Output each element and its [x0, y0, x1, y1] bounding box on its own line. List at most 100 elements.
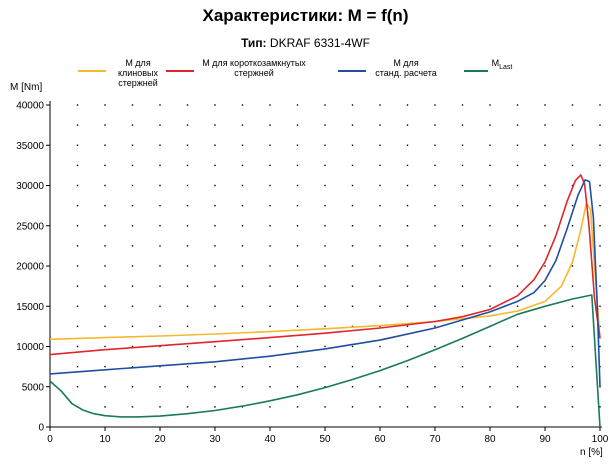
y-tick-label: 5000: [22, 382, 45, 393]
grid-dot: [544, 124, 546, 126]
grid-dot: [461, 144, 464, 146]
grid-dot: [516, 225, 519, 227]
grid-dot: [351, 245, 354, 247]
grid-dot: [104, 184, 106, 187]
grid-dot: [406, 184, 409, 187]
grid-dot: [351, 386, 354, 388]
grid-dot: [516, 104, 519, 106]
grid-dot: [186, 104, 189, 106]
grid-dot: [269, 225, 271, 227]
x-tick-label: 0: [47, 434, 53, 445]
grid-dot: [406, 164, 409, 167]
grid-dot: [599, 265, 601, 267]
grid-dot: [296, 265, 299, 267]
grid-dot: [489, 144, 491, 146]
grid-dot: [186, 305, 189, 307]
grid-dot: [571, 386, 574, 388]
grid-dot: [434, 406, 436, 408]
grid-dot: [406, 325, 409, 328]
grid-dot: [214, 365, 216, 368]
grid-dot: [324, 144, 326, 146]
grid-dot: [516, 325, 519, 328]
grid-dot: [159, 204, 161, 207]
grid-dot: [489, 245, 491, 247]
grid-dot: [76, 124, 79, 126]
grid-dot: [461, 104, 464, 106]
grid-dot: [131, 406, 134, 408]
grid-dot: [461, 184, 464, 187]
grid-dot: [241, 265, 244, 267]
grid-dot: [241, 204, 244, 207]
grid-dot: [104, 365, 106, 368]
grid-dot: [434, 104, 436, 106]
grid-dot: [76, 285, 79, 287]
legend-label-standard: M для станд. расчета: [366, 58, 446, 78]
grid-dot: [544, 184, 546, 187]
legend-swatch-shortcircuit: [166, 70, 194, 72]
grid-dot: [516, 305, 519, 307]
grid-dot: [599, 124, 601, 126]
grid-dot: [351, 104, 354, 106]
grid-dot: [379, 265, 381, 267]
grid-dot: [269, 406, 271, 408]
grid-dot: [489, 386, 491, 388]
chart-subtitle-label: Тип:: [241, 36, 267, 50]
grid-dot: [186, 124, 189, 126]
grid-dot: [434, 265, 436, 267]
x-tick-label: 100: [592, 434, 609, 445]
grid-dot: [214, 184, 216, 187]
grid-dot: [324, 406, 326, 408]
grid-dot: [461, 124, 464, 126]
legend-label-wedge-line1: M для: [125, 58, 151, 68]
grid-dot: [599, 104, 601, 106]
grid-dot: [489, 225, 491, 227]
grid-dot: [296, 345, 299, 348]
grid-dot: [296, 245, 299, 247]
grid-dot: [599, 325, 601, 328]
grid-dot: [296, 285, 299, 287]
grid-dot: [461, 265, 464, 267]
grid-dot: [241, 285, 244, 287]
grid-dot: [269, 184, 271, 187]
series-line-3: [49, 294, 601, 428]
grid-dot: [296, 325, 299, 328]
grid-dot: [76, 325, 79, 328]
grid-dot: [76, 365, 79, 368]
grid-dot: [516, 164, 519, 167]
grid-dot: [131, 265, 134, 267]
grid-dot: [351, 265, 354, 267]
grid-dot: [351, 365, 354, 368]
grid-dot: [544, 164, 546, 167]
y-tick-label: 15000: [16, 302, 44, 313]
grid-dot: [461, 204, 464, 207]
grid-dot: [76, 104, 79, 106]
grid-dot: [159, 164, 161, 167]
grid-dot: [324, 305, 326, 307]
grid-dot: [434, 305, 436, 307]
grid-dot: [599, 184, 601, 187]
grid-dot: [406, 305, 409, 307]
grid-dot: [324, 265, 326, 267]
grid-dot: [186, 144, 189, 146]
grid-dot: [599, 164, 601, 167]
legend-label-standard-line2: станд. расчета: [375, 68, 437, 78]
grid-dot: [489, 305, 491, 307]
grid-dot: [544, 345, 546, 348]
grid-dot: [571, 184, 574, 187]
grid-dot: [599, 345, 601, 348]
y-tick-label: 25000: [16, 221, 44, 232]
series-line-0: [49, 202, 601, 341]
grid-dot: [571, 225, 574, 227]
grid-dot: [599, 144, 601, 146]
grid-dot: [434, 204, 436, 207]
grid-dot: [296, 164, 299, 167]
grid-dot: [324, 225, 326, 227]
grid-dot: [489, 285, 491, 287]
x-tick-label: 90: [539, 434, 551, 445]
grid-dot: [241, 124, 244, 126]
grid-dot: [269, 144, 271, 146]
grid-dot: [544, 325, 546, 328]
grid-dot: [104, 406, 106, 408]
grid-dot: [131, 144, 134, 146]
grid-dot: [269, 386, 271, 388]
